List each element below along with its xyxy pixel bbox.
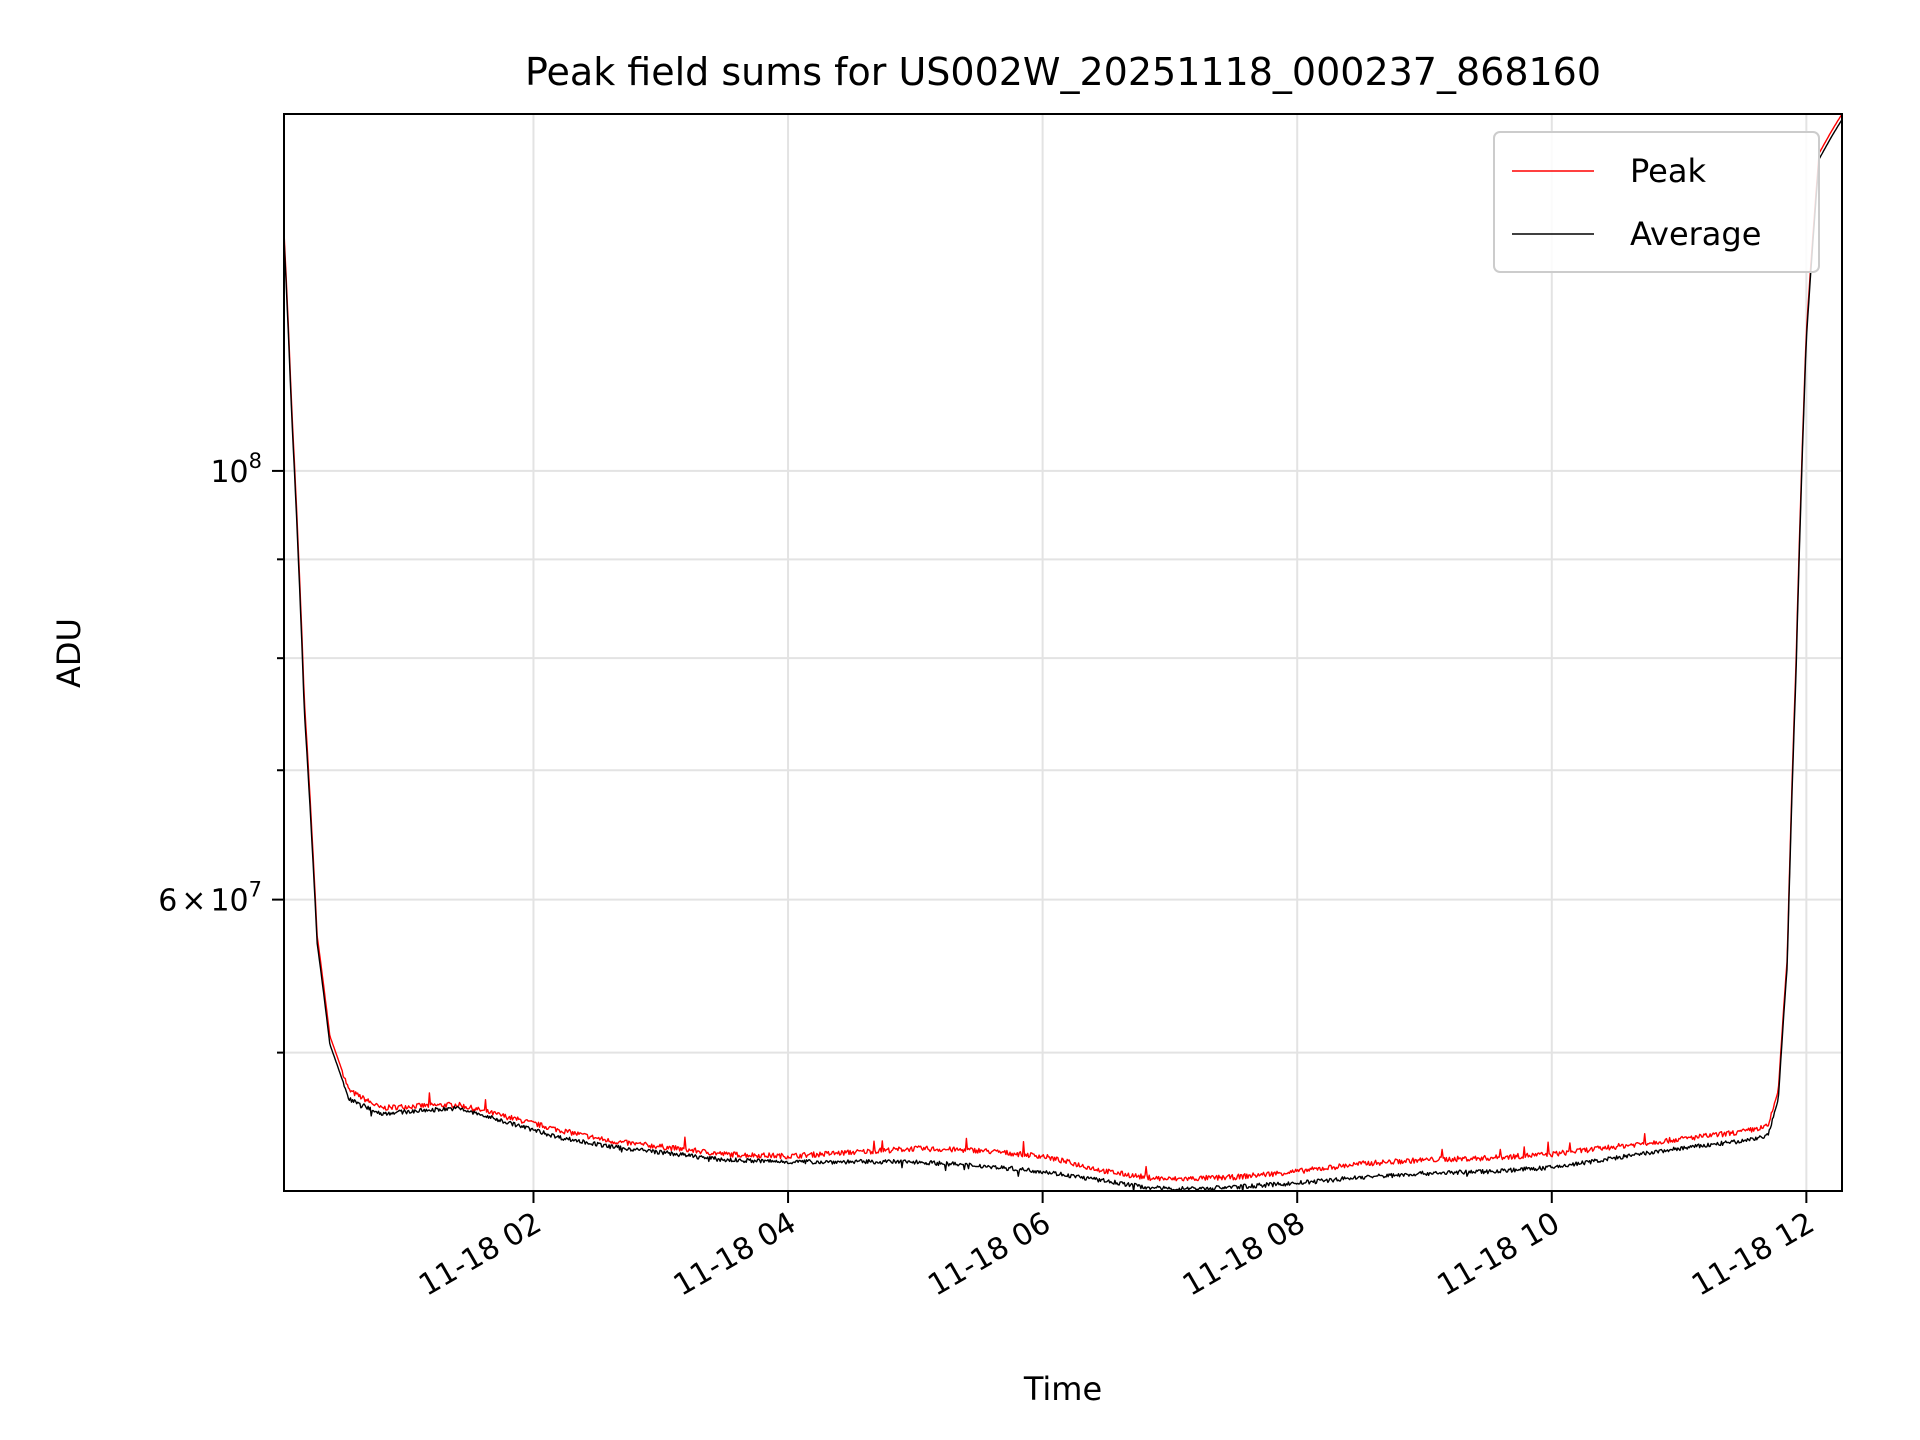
x-axis-label: Time (1023, 1370, 1102, 1408)
chart-title: Peak field sums for US002W_20251118_0002… (525, 50, 1601, 94)
y-tick-mantissa: 6 (158, 884, 177, 919)
series-peak-line (283, 113, 1843, 1182)
series-average-line (283, 119, 1843, 1192)
plot-frame (283, 113, 1843, 1192)
legend-average-label: Average (1630, 215, 1761, 253)
grid (284, 114, 1842, 1191)
series-layer (283, 113, 1843, 1192)
y-tick-base: 10 (210, 455, 248, 490)
y-tick-label: 108 (210, 449, 262, 490)
y-tick-base: 10 (210, 884, 248, 919)
legend: Peak Average (1493, 131, 1820, 273)
legend-peak-label: Peak (1630, 152, 1706, 190)
y-tick-times: × (181, 884, 206, 919)
y-axis-label: ADU (50, 618, 88, 688)
y-tick-exponent: 8 (249, 449, 262, 473)
y-tick-exponent: 7 (249, 878, 262, 902)
y-tick-label: 6 × 107 (158, 878, 262, 919)
legend-box (1493, 131, 1820, 273)
